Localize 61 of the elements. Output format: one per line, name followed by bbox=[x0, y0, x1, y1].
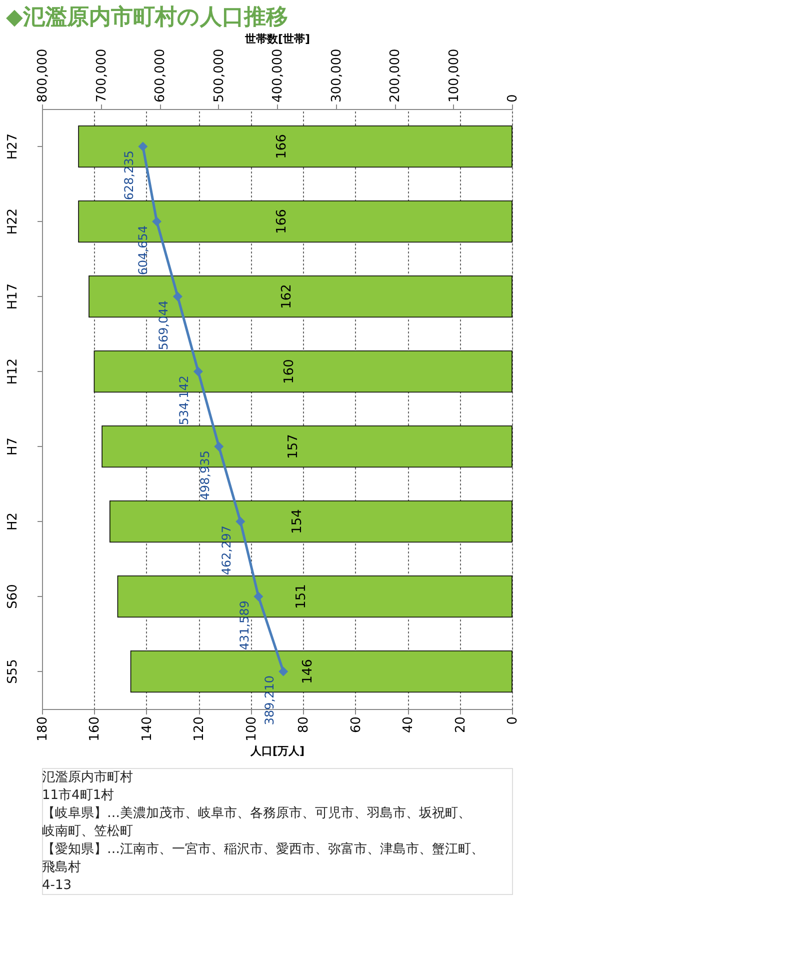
x-tick-label: 120 bbox=[192, 716, 208, 742]
y-tick-label: H22 bbox=[6, 208, 20, 235]
x2-tick-label: 200,000 bbox=[388, 48, 403, 102]
point bbox=[214, 442, 224, 452]
y-tick-label: H12 bbox=[6, 358, 20, 385]
x-axis-title: 人口[万人] bbox=[249, 744, 305, 758]
data-label: 604,654 bbox=[136, 226, 150, 276]
y-tick-label: H7 bbox=[6, 437, 20, 456]
data-label: 166 bbox=[274, 134, 290, 159]
x-tick-label: 80 bbox=[296, 716, 312, 734]
y-tick-label: H27 bbox=[6, 133, 20, 160]
data-label: 151 bbox=[294, 584, 309, 609]
point bbox=[138, 142, 148, 152]
x2-tick-label: 600,000 bbox=[153, 48, 168, 102]
x-tick-label: 60 bbox=[348, 716, 364, 734]
point bbox=[152, 216, 162, 226]
point bbox=[254, 592, 264, 602]
x2-tick-label: 700,000 bbox=[94, 48, 110, 102]
data-label: 160 bbox=[282, 359, 298, 384]
data-label: 157 bbox=[286, 434, 302, 459]
x-tick-label: 100 bbox=[244, 716, 260, 742]
x-tick-label: 20 bbox=[453, 716, 468, 734]
text: 氾濫原内市町村 bbox=[42, 770, 133, 785]
chart-title: ◆氾濫原内市町村の人口推移 bbox=[6, 4, 288, 30]
x2-axis-title: 世帯数[世帯] bbox=[244, 32, 310, 46]
point bbox=[236, 516, 246, 526]
text: 【岐阜県】…美濃加茂市、岐阜市、各務原市、可児市、羽島市、坂祝町、 bbox=[42, 805, 471, 821]
point bbox=[193, 366, 203, 376]
x2-tick-label: 500,000 bbox=[212, 48, 227, 102]
x2-tick-label: 0 bbox=[506, 94, 520, 102]
data-label: 162 bbox=[280, 284, 294, 309]
x2-tick-label: 400,000 bbox=[270, 48, 286, 102]
y-tick-label: S55 bbox=[6, 659, 20, 684]
x2-tick-label: 100,000 bbox=[446, 48, 462, 102]
y-tick-label: H17 bbox=[6, 283, 20, 310]
y-tick-label: H2 bbox=[6, 512, 20, 531]
x2-tick-label: 300,000 bbox=[329, 48, 344, 102]
x2-tick-label: 800,000 bbox=[36, 48, 50, 102]
data-label: 389,210 bbox=[262, 676, 276, 726]
text: 岐南町、笠松町 bbox=[42, 824, 133, 839]
x-tick-label: 160 bbox=[88, 716, 103, 742]
data-label: 569,044 bbox=[156, 300, 171, 350]
point bbox=[172, 292, 182, 302]
data-label: 431,589 bbox=[237, 600, 252, 650]
text: 【愛知県】…江南市、一宮市、稲沢市、愛西市、弥富市、津島市、蟹江町、 bbox=[42, 841, 484, 857]
data-label: 462,297 bbox=[219, 526, 234, 576]
data-label: 498,935 bbox=[198, 450, 212, 500]
text: 11市4町1村 bbox=[42, 788, 114, 803]
y-tick-label: S60 bbox=[6, 584, 20, 609]
data-label: 628,235 bbox=[122, 150, 136, 200]
x-tick-label: 0 bbox=[506, 716, 520, 725]
data-label: 146 bbox=[300, 659, 316, 684]
text: 4-13 bbox=[42, 878, 72, 893]
data-label: 154 bbox=[290, 509, 305, 534]
data-label: 534,142 bbox=[177, 376, 192, 426]
point bbox=[278, 666, 288, 676]
text: 飛島村 bbox=[42, 860, 81, 875]
x-tick-label: 140 bbox=[140, 716, 155, 742]
data-label: 166 bbox=[274, 209, 290, 234]
x-tick-label: 40 bbox=[401, 716, 416, 734]
x-tick-label: 180 bbox=[36, 716, 50, 742]
